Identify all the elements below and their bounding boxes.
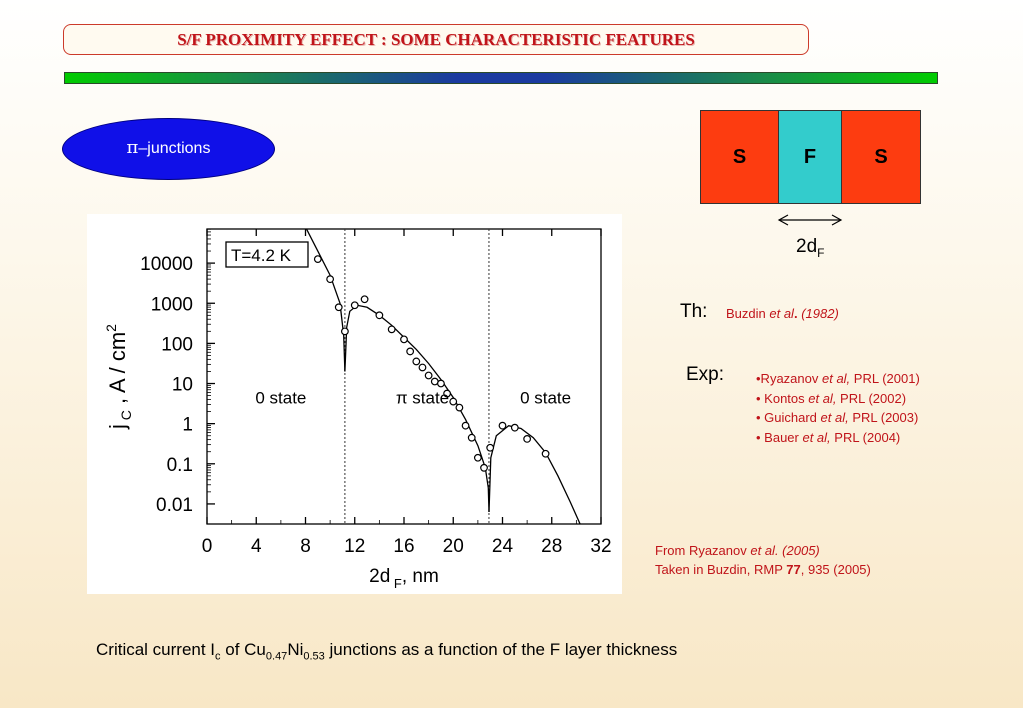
- experiment-reference-list: •Ryazanov et al, PRL (2001) • Kontos et …: [756, 369, 920, 447]
- superconductor-left: S: [701, 111, 779, 203]
- data-point: [480, 463, 488, 472]
- data-point: [510, 423, 519, 432]
- data-point: [375, 311, 384, 320]
- theory-curve: [344, 304, 490, 513]
- theory-etal: et al: [769, 306, 794, 321]
- data-point: [443, 389, 451, 398]
- x-tick-label: 20: [443, 536, 464, 557]
- state-label: 0 state: [520, 389, 571, 408]
- data-point: [412, 357, 421, 366]
- experiment-reference: • Guichard et al, PRL (2003): [756, 410, 919, 425]
- data-point: [461, 421, 470, 430]
- pi-junctions-oval: π–junctions: [62, 118, 275, 180]
- source-line-2: Taken in Buzdin, RMP 77, 935 (2005): [655, 562, 871, 577]
- y-axis-label: j C , A / cm2: [103, 324, 134, 430]
- data-point: [418, 363, 427, 372]
- y-tick-label: 10000: [140, 254, 193, 275]
- x-tick-label: 0: [202, 536, 213, 557]
- data-point: [541, 449, 550, 458]
- double-arrow-icon: [777, 214, 843, 226]
- x-tick-label: 32: [590, 536, 611, 557]
- theory-curve: [305, 229, 346, 372]
- theory-curve: [488, 424, 581, 524]
- data-point: [360, 295, 369, 304]
- data-point: [313, 255, 322, 264]
- data-point: [340, 327, 349, 336]
- data-point: [486, 443, 495, 452]
- chart-svg: 10000 1000 100 10 1 0.1 0.01 0 4 8 12 16 20 24 28 32 0 s…: [103, 228, 612, 591]
- data-point: [350, 301, 359, 310]
- theory-author: Buzdin: [726, 306, 770, 321]
- data-point: [455, 403, 464, 412]
- data-point: [334, 303, 343, 312]
- experiment-reference: •Ryazanov et al, PRL (2001): [756, 371, 920, 386]
- data-point: [424, 371, 433, 380]
- sfs-junction-diagram: S F S: [700, 110, 921, 204]
- data-point: [326, 275, 335, 284]
- y-tick-label: 1: [182, 415, 193, 436]
- temperature-box: [225, 241, 309, 268]
- thickness-label: 2dF: [796, 236, 824, 260]
- data-point: [473, 453, 482, 462]
- data-point: [498, 421, 507, 430]
- source-line-1: From Ryazanov et al. (2005): [655, 543, 820, 558]
- y-tick-label: 0.01: [156, 495, 193, 516]
- x-tick-label: 4: [251, 536, 262, 557]
- y-tick-label: 0.1: [167, 455, 193, 476]
- experiment-reference: • Kontos et al, PRL (2002): [756, 390, 907, 406]
- pi-symbol: π: [126, 137, 139, 158]
- thickness-text: 2d: [796, 236, 818, 257]
- data-point: [467, 433, 476, 442]
- gradient-divider: [64, 72, 938, 84]
- data-point: [523, 435, 532, 443]
- theory-reference: Buzdin et al. (1982): [726, 306, 839, 321]
- oval-label: –junctions: [138, 140, 211, 157]
- x-axis-label: 2d F, nm: [369, 566, 439, 591]
- y-tick-label: 10: [172, 375, 193, 396]
- x-tick-label: 28: [541, 536, 562, 557]
- x-tick-label: 8: [300, 536, 311, 557]
- data-point: [437, 379, 445, 388]
- critical-current-chart: 10000 1000 100 10 1 0.1 0.01 0 4 8 12 16 20 24 28 32 0 s…: [87, 214, 622, 594]
- theory-label: Th:: [680, 301, 708, 322]
- data-point: [400, 335, 408, 344]
- state-label: 0 state: [255, 389, 306, 408]
- data-point: [406, 347, 415, 356]
- title-box: S/F PROXIMITY EFFECT : SOME CHARACTERIST…: [63, 24, 809, 55]
- x-tick-label: 16: [393, 536, 414, 557]
- experiment-label: Exp:: [686, 364, 725, 385]
- slide-title: S/F PROXIMITY EFFECT : SOME CHARACTERIST…: [177, 30, 695, 49]
- ferromagnet-layer: F: [779, 111, 842, 203]
- experiment-reference: • Bauer et al, PRL (2004): [756, 429, 901, 445]
- data-point: [387, 325, 396, 334]
- source-citation: From Ryazanov et al. (2005) Taken in Buz…: [655, 541, 871, 579]
- temperature-label: T=4.2 K: [231, 246, 292, 265]
- x-tick-label: 24: [492, 536, 514, 557]
- superconductor-right: S: [842, 111, 920, 203]
- data-point: [449, 397, 458, 406]
- y-tick-label: 100: [161, 334, 193, 355]
- plot-frame: [206, 228, 602, 525]
- theory-dot: .: [793, 306, 798, 321]
- state-label: π state: [396, 389, 449, 408]
- thickness-subscript: F: [817, 245, 825, 260]
- figure-caption: Critical current Ic of Cu0.47Ni0.53 junc…: [96, 640, 678, 663]
- x-tick-label: 12: [344, 536, 365, 557]
- y-tick-label: 1000: [151, 294, 193, 315]
- theory-year: (1982): [801, 306, 839, 321]
